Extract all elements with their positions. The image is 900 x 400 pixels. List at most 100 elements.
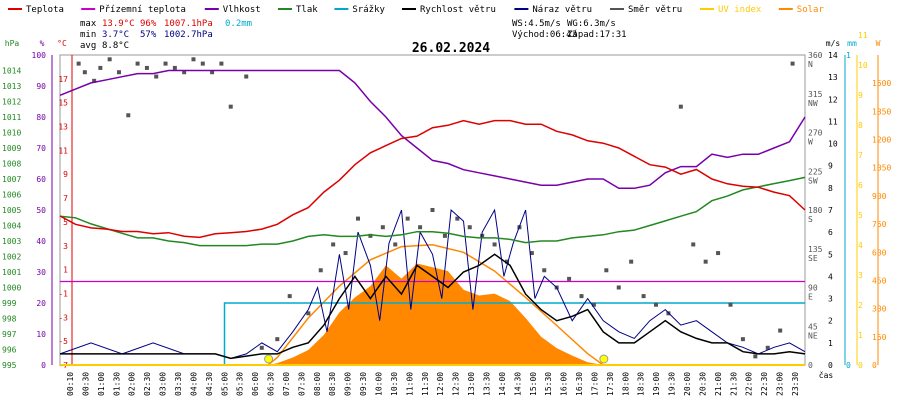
stat-wg: WG:6.3m/s [567,19,616,29]
stat-max-press: 1007.1hPa [164,19,213,29]
axis-uv-tick-10: 1 [858,331,863,340]
axis-ms-tick-1: 13 [828,73,838,82]
axis-uv-tick-4: 7 [858,151,863,160]
wind-dir-point-52 [678,104,683,109]
axis-uv-tick-5: 6 [858,181,863,190]
x-tick-1: 00:30 [81,372,90,396]
stat-min-label: min [80,30,96,40]
axis-hum-tick-8: 20 [36,299,46,308]
axis-temp-tick-10: -3 [58,313,68,322]
stats-block: max 13.9°C 96% 1007.1hPa 0.2mm min 3.7°C… [80,19,627,51]
legend-label-3: Tlak [296,5,318,15]
x-tick-35: 17:30 [606,372,615,396]
wind-dir-point-14 [200,61,205,66]
x-tick-45: 22:30 [760,372,769,396]
series-wind-speed [60,253,806,360]
axis-ms-tick-6: 8 [828,184,833,193]
axis-hum-tick-6: 40 [36,237,46,246]
axis-uv-tick-6: 5 [858,211,863,220]
axis-temp-tick-2: 13 [58,123,68,132]
wind-dir-point-30 [405,216,410,221]
sunrise-marker [264,354,274,364]
axis-hPa-tick-1: 1013 [2,82,21,91]
axis-hPa-tick-11: 1003 [2,237,21,246]
wind-dir-point-41 [542,268,547,273]
wind-dir-point-25 [343,251,348,256]
axis-dir-dir-0: N [808,60,813,69]
wind-dir-point-16 [219,61,224,66]
axis-hum-tick-5: 50 [36,206,46,215]
x-axis: 00:10 00:30 01:00 01:30 02:00 02:30 03:00 03:30… [66,370,833,396]
axis-hPa-unit: hPa [5,39,20,48]
stat-avg-label: avg [80,41,96,51]
x-tick-28: 14:00 [498,372,507,396]
axis-uv-tick-0: 11 [858,31,868,40]
wind-dir-point-0 [76,61,81,66]
axis-temp-tick-6: 5 [63,218,68,227]
axis-ms-tick-2: 12 [828,95,838,104]
x-tick-41: 20:30 [698,372,707,396]
x-tick-32: 16:00 [560,372,569,396]
axis-temp-tick-7: 3 [63,242,68,251]
x-tick-43: 21:30 [729,372,738,396]
wind-dir-point-7 [135,61,140,66]
stat-ws: WS:4.5m/s [512,19,561,29]
wind-dir-point-54 [703,259,708,264]
wind-dir-point-22 [306,311,311,316]
x-axis-label: čas [819,370,834,380]
legend-label-9: Solar [797,5,825,15]
axis-temp-tick-5: 7 [63,194,68,203]
axis-temp-tick-8: 1 [63,266,68,275]
axis-hPa-tick-3: 1011 [2,113,21,122]
x-tick-34: 17:00 [591,372,600,396]
wind-dir-point-18 [244,74,249,79]
x-tick-44: 22:00 [745,372,754,396]
axis-uv-tick-3: 8 [858,121,863,130]
axis-dir-tick-3: 225 [808,167,823,176]
x-tick-3: 01:30 [112,372,121,396]
axis-hPa-tick-15: 999 [2,299,17,308]
series-gust [59,208,806,359]
axis-temp-tick-0: 17 [58,75,68,84]
axis-w-unit: W [876,39,881,48]
wind-dir-point-46 [604,268,609,273]
axis-w-tick-0: 1500 [872,79,891,88]
wind-dir-point-58 [753,354,758,359]
axis-w-tick-1: 1350 [872,107,891,116]
x-tick-42: 21:00 [714,372,723,396]
x-tick-38: 19:00 [652,372,661,396]
axis-hPa-tick-6: 1008 [2,160,21,169]
stat-max-label: max [80,19,97,29]
wind-dir-point-4 [107,57,112,62]
wind-dir-point-21 [287,294,292,299]
axis-ms-tick-8: 6 [828,228,833,237]
axis-temp-tick-11: -5 [58,337,68,346]
wind-dir-point-33 [442,233,447,238]
axis-hum-tick-7: 30 [36,268,46,277]
axis-temp-tick-4: 9 [63,170,68,179]
axis-temp-tick-1: 15 [58,99,68,108]
axis-ms-tick-0: 14 [828,51,838,60]
axis-w-tick-2: 1200 [872,136,891,145]
axis-dir-tick-5: 135 [808,245,823,254]
x-tick-18: 09:00 [344,372,353,396]
legend-label-0: Teplota [26,5,64,15]
axis-mm-tick-1: 0 [846,361,851,370]
wind-dir-point-48 [629,259,634,264]
series-humidity [59,69,806,190]
x-tick-27: 13:30 [483,372,492,396]
axis-hum-tick-10: 0 [41,361,46,370]
series-temperature [59,119,806,239]
legend-label-1: Přízemní teplota [99,5,186,15]
wind-dir-point-29 [393,242,398,247]
plot-area [59,57,806,366]
stat-sunset: Západ:17:31 [567,30,627,40]
wind-dir-point-57 [740,337,745,342]
x-tick-5: 02:30 [143,372,152,396]
x-tick-21: 10:30 [390,372,399,396]
axis-hPa-tick-2: 1012 [2,98,21,107]
axis-hum-tick-9: 10 [36,330,46,339]
axis-temp-unit: °C [57,39,67,48]
chart-title: 26.02.2024 [412,41,490,56]
axis-w-tick-3: 1050 [872,164,891,173]
